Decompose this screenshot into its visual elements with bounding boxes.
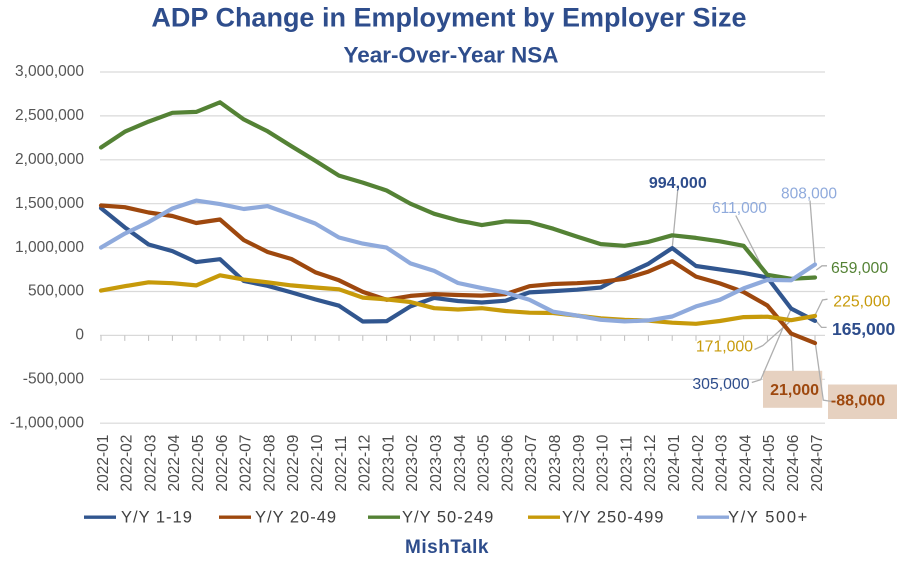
svg-text:Y/Y 20-49: Y/Y 20-49	[255, 509, 337, 527]
svg-text:2023-11: 2023-11	[618, 436, 635, 492]
svg-text:2024-02: 2024-02	[690, 435, 707, 492]
svg-text:2022-03: 2022-03	[142, 435, 159, 492]
svg-text:2,500,000: 2,500,000	[15, 107, 84, 124]
svg-text:2023-08: 2023-08	[547, 435, 564, 492]
svg-text:2022-06: 2022-06	[214, 435, 231, 492]
svg-text:2023-05: 2023-05	[476, 435, 493, 492]
svg-text:2023-02: 2023-02	[404, 435, 421, 492]
svg-text:2022-08: 2022-08	[261, 435, 278, 492]
svg-text:2022-01: 2022-01	[95, 435, 112, 492]
svg-text:-1,000,000: -1,000,000	[10, 414, 84, 431]
svg-text:-88,000: -88,000	[831, 393, 885, 410]
svg-text:2022-11: 2022-11	[333, 436, 350, 492]
svg-text:2023-10: 2023-10	[595, 434, 612, 491]
svg-text:0: 0	[75, 327, 84, 344]
svg-text:2023-06: 2023-06	[499, 435, 516, 492]
svg-text:2024-06: 2024-06	[785, 435, 802, 492]
svg-text:2022-10: 2022-10	[309, 434, 326, 491]
svg-text:-500,000: -500,000	[23, 371, 85, 388]
svg-text:225,000: 225,000	[833, 293, 890, 310]
svg-text:Y/Y 250-499: Y/Y 250-499	[562, 509, 664, 527]
svg-text:611,000: 611,000	[712, 200, 767, 217]
svg-text:305,000: 305,000	[692, 376, 749, 393]
svg-text:2022-07: 2022-07	[238, 435, 255, 492]
svg-text:21,000: 21,000	[770, 382, 819, 399]
svg-text:2023-09: 2023-09	[571, 435, 588, 492]
svg-text:ADP Change in Employment by Em: ADP Change in Employment by Employer Siz…	[151, 3, 746, 33]
svg-text:Year-Over-Year NSA: Year-Over-Year NSA	[343, 43, 558, 68]
svg-text:2,000,000: 2,000,000	[15, 151, 84, 168]
svg-text:808,000: 808,000	[781, 186, 837, 203]
svg-text:2022-09: 2022-09	[285, 435, 302, 492]
svg-text:2023-01: 2023-01	[380, 435, 397, 492]
svg-text:2022-04: 2022-04	[166, 434, 183, 491]
svg-text:2022-12: 2022-12	[357, 435, 374, 492]
svg-text:171,000: 171,000	[696, 339, 753, 356]
svg-text:2023-04: 2023-04	[452, 434, 469, 491]
svg-text:MishTalk: MishTalk	[405, 537, 489, 558]
svg-text:2024-03: 2024-03	[714, 435, 731, 492]
svg-text:2024-07: 2024-07	[809, 435, 826, 492]
svg-text:165,000: 165,000	[832, 319, 896, 339]
svg-text:1,500,000: 1,500,000	[15, 195, 84, 212]
svg-text:2023-03: 2023-03	[428, 435, 445, 492]
svg-text:2024-01: 2024-01	[666, 435, 683, 492]
svg-text:1,000,000: 1,000,000	[15, 239, 84, 256]
svg-text:659,000: 659,000	[831, 260, 888, 277]
svg-text:994,000: 994,000	[649, 175, 707, 192]
svg-text:500,000: 500,000	[28, 283, 84, 300]
svg-text:2024-04: 2024-04	[737, 434, 754, 491]
svg-text:2022-02: 2022-02	[119, 435, 136, 492]
svg-text:2023-07: 2023-07	[523, 435, 540, 492]
svg-text:2024-05: 2024-05	[761, 435, 778, 492]
svg-text:2022-05: 2022-05	[190, 435, 207, 492]
svg-text:3,000,000: 3,000,000	[15, 63, 84, 80]
svg-text:Y/Y 1-19: Y/Y 1-19	[121, 509, 193, 527]
svg-text:2023-12: 2023-12	[642, 435, 659, 492]
svg-text:Y/Y 500+: Y/Y 500+	[728, 509, 809, 527]
svg-text:Y/Y 50-249: Y/Y 50-249	[402, 509, 494, 527]
